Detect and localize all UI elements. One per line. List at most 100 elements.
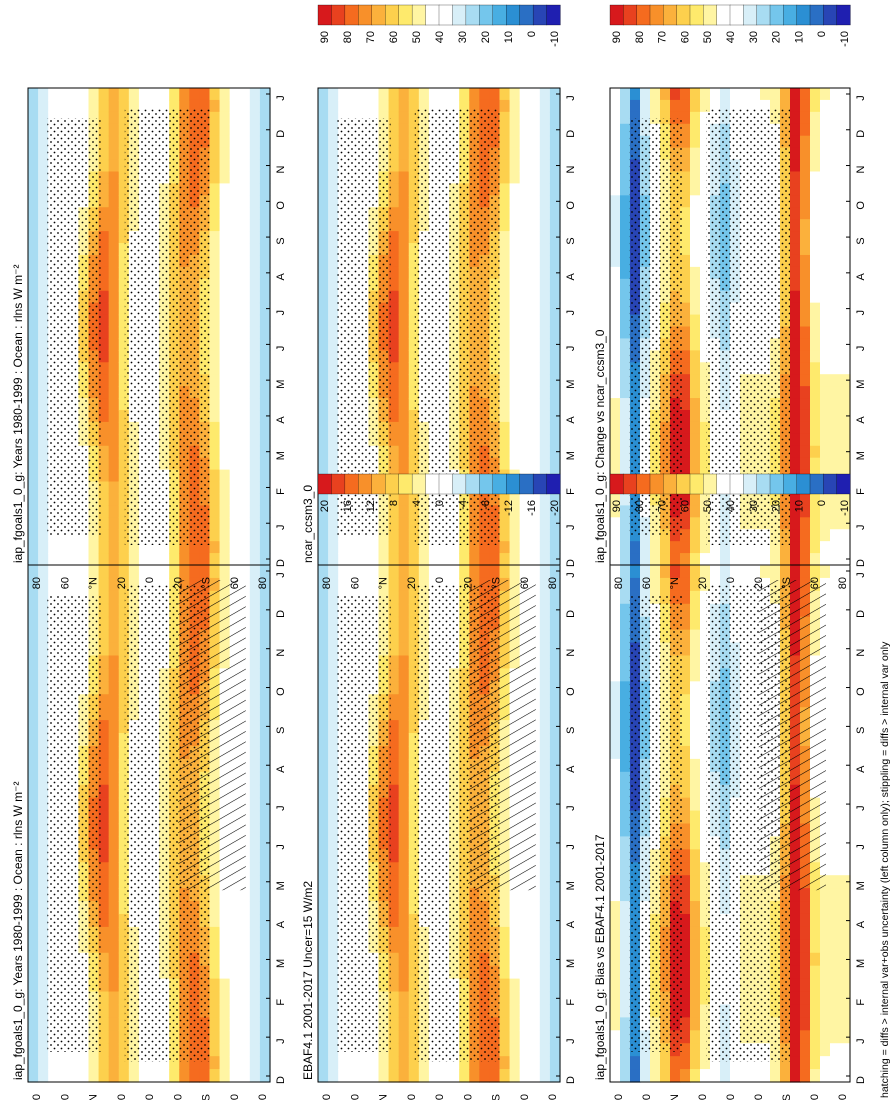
heat-cell bbox=[509, 123, 521, 137]
heat-cell bbox=[318, 849, 329, 863]
heat-cell bbox=[469, 553, 480, 566]
heat-cell bbox=[680, 836, 691, 850]
heat-cell bbox=[209, 541, 221, 554]
heat-cell bbox=[398, 278, 410, 292]
heat-cell bbox=[209, 195, 221, 208]
heat-cell bbox=[88, 1069, 100, 1083]
heat-cell bbox=[539, 1030, 551, 1044]
heat-cell bbox=[249, 541, 261, 554]
heat-cell bbox=[118, 694, 130, 708]
month-tick-label: A bbox=[565, 273, 577, 281]
heat-cell bbox=[98, 590, 110, 605]
heat-cell bbox=[219, 290, 231, 304]
heat-cell bbox=[428, 577, 440, 592]
heat-cell bbox=[610, 797, 621, 812]
lat-tick-label: 80 bbox=[321, 1094, 333, 1100]
heat-cell bbox=[259, 823, 271, 838]
heat-cell bbox=[108, 797, 120, 812]
month-tick-label: N bbox=[565, 649, 577, 657]
heat-cell bbox=[680, 784, 691, 799]
heat-cell bbox=[680, 901, 691, 915]
heat-cell bbox=[38, 469, 49, 483]
heat-cell bbox=[499, 553, 511, 566]
heat-cell bbox=[259, 433, 271, 447]
heat-cell bbox=[249, 266, 261, 280]
heat-cell bbox=[549, 183, 561, 196]
heat-cell bbox=[249, 1017, 261, 1031]
heat-cell bbox=[259, 1056, 271, 1070]
heat-cell bbox=[249, 135, 261, 149]
heat-cell bbox=[539, 836, 551, 850]
heat-cell bbox=[489, 88, 501, 101]
stipple-overlay bbox=[337, 595, 391, 1052]
heat-cell bbox=[680, 849, 691, 863]
heat-cell bbox=[840, 797, 851, 812]
heat-cell bbox=[509, 111, 521, 125]
heat-cell bbox=[529, 123, 541, 137]
heat-cell bbox=[439, 99, 450, 113]
heat-cell bbox=[68, 88, 80, 101]
heat-cell bbox=[38, 505, 49, 518]
heat-cell bbox=[318, 565, 329, 579]
heat-cell bbox=[519, 553, 531, 566]
heat-cell bbox=[408, 681, 420, 695]
heat-cell bbox=[38, 183, 49, 196]
heat-cell bbox=[48, 1069, 59, 1083]
heat-cell bbox=[348, 88, 359, 101]
heat-cell bbox=[549, 965, 561, 980]
heat-cell bbox=[439, 88, 450, 101]
heat-cell bbox=[38, 243, 49, 256]
heat-cell bbox=[328, 991, 339, 1006]
heat-cell bbox=[108, 616, 120, 631]
heat-cell bbox=[28, 529, 39, 542]
heat-cell bbox=[108, 553, 120, 566]
heat-cell bbox=[328, 433, 339, 447]
heat-cell bbox=[529, 1004, 541, 1018]
heat-cell bbox=[529, 965, 541, 980]
heat-cell bbox=[830, 603, 841, 618]
heat-cell bbox=[318, 326, 329, 340]
heat-cell bbox=[179, 553, 190, 566]
heat-cell bbox=[840, 952, 851, 967]
heat-cell bbox=[98, 338, 110, 351]
heat-cell bbox=[810, 1069, 821, 1083]
heat-cell bbox=[539, 135, 551, 149]
heat-cell bbox=[108, 642, 120, 657]
heat-cell bbox=[28, 1043, 39, 1057]
heat-cell bbox=[378, 541, 390, 554]
heat-cell bbox=[108, 810, 120, 825]
heat-cell bbox=[68, 1056, 80, 1070]
heat-cell bbox=[209, 314, 221, 328]
heat-cell bbox=[259, 577, 271, 592]
heat-cell bbox=[328, 616, 339, 631]
heat-cell bbox=[98, 469, 110, 483]
heat-cell bbox=[398, 457, 410, 471]
month-tick-label: M bbox=[275, 380, 287, 389]
heat-cell bbox=[479, 1069, 491, 1083]
heat-cell bbox=[840, 810, 851, 825]
heat-cell bbox=[219, 314, 231, 328]
heat-cell bbox=[118, 290, 130, 304]
heat-cell bbox=[700, 926, 711, 941]
heat-cell bbox=[529, 207, 541, 220]
heat-cell bbox=[38, 171, 49, 185]
heat-cell bbox=[549, 810, 561, 825]
heat-cell bbox=[408, 231, 420, 244]
heat-cell bbox=[328, 888, 339, 902]
heat-cell bbox=[539, 707, 551, 721]
heat-cell bbox=[108, 517, 120, 530]
heat-cell bbox=[800, 1004, 811, 1018]
heat-cell bbox=[249, 517, 261, 530]
heat-cell bbox=[398, 978, 410, 993]
heat-cell bbox=[519, 926, 531, 941]
heat-cell bbox=[229, 243, 241, 256]
heat-cell bbox=[408, 965, 420, 980]
heat-cell bbox=[259, 810, 271, 825]
heat-cell bbox=[710, 565, 721, 579]
heat-cell bbox=[28, 991, 39, 1006]
heat-cell bbox=[680, 1069, 691, 1083]
heat-cell bbox=[690, 577, 701, 592]
heat-cell bbox=[229, 326, 241, 340]
heat-cell bbox=[138, 1069, 150, 1083]
heat-cell bbox=[108, 445, 120, 459]
